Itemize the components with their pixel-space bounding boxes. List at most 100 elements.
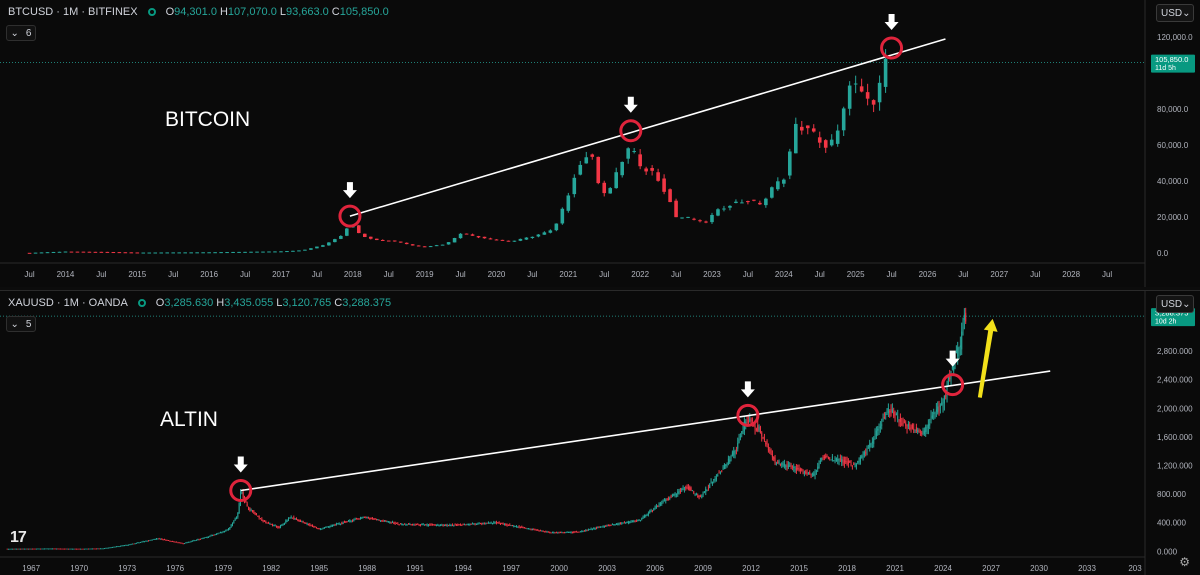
gold-candle (386, 521, 388, 523)
btc-candle (614, 172, 619, 189)
gold-candle (331, 525, 333, 527)
btc-x-tick-label: 2019 (416, 270, 434, 279)
gold-candle (519, 527, 521, 529)
btc-x-tick-label: 2017 (272, 270, 290, 279)
gold-candle (307, 524, 309, 526)
btc-chart-panel[interactable]: BTCUSD · 1M · BITFINEX O 94,301.0 H 107,07… (0, 0, 1200, 287)
gold-marker-circle (736, 403, 760, 427)
gold-candle (199, 538, 201, 540)
gold-candle (16, 548, 18, 550)
gold-candle (739, 436, 741, 438)
gold-candle (735, 449, 737, 451)
gold-chart-panel[interactable]: XAUUSD · 1M · OANDA O 3,285.630 H 3,435.05… (0, 290, 1200, 575)
gold-candle (326, 526, 328, 528)
gold-indicators-toggle[interactable]: ⌄ 5 (6, 316, 36, 332)
gold-candle (641, 518, 643, 520)
gold-candle (874, 433, 876, 438)
gold-candle (847, 460, 849, 465)
btc-candle (722, 208, 726, 210)
gold-candle (518, 526, 520, 528)
gold-candle (938, 406, 940, 412)
gold-candle (925, 426, 927, 432)
gold-x-tick-label: 2012 (742, 564, 760, 573)
gold-candle (414, 524, 416, 526)
btc-candle (63, 251, 68, 253)
btc-candle (482, 236, 487, 239)
gold-candle (158, 538, 160, 540)
gold-candle (459, 524, 461, 526)
btc-candle (105, 251, 110, 253)
gold-candle (530, 529, 532, 531)
gold-candle (494, 522, 496, 524)
gold-candle (845, 461, 847, 463)
gold-candle (69, 548, 71, 550)
gold-candle (221, 531, 223, 533)
gold-candle (803, 472, 805, 474)
btc-x-tick-label: Jul (743, 270, 753, 279)
tradingview-logo-icon[interactable]: 17 (10, 529, 27, 546)
btc-x-tick-label: Jul (886, 270, 896, 279)
btc-candle (327, 242, 331, 246)
btc-countdown: 11d 5h (1155, 65, 1176, 72)
gold-candle (305, 522, 307, 524)
gold-candle (271, 524, 273, 526)
gold-candle (825, 456, 827, 459)
btc-candle (392, 240, 397, 242)
btc-candle (27, 252, 32, 254)
gold-candle (470, 523, 472, 525)
gold-candle (259, 518, 261, 520)
gold-candle (398, 524, 400, 526)
gold-x-tick-label: 2030 (1030, 564, 1048, 573)
btc-x-tick-label: Jul (815, 270, 825, 279)
gold-candle (194, 540, 196, 542)
gold-candle (371, 518, 373, 520)
gold-candle (285, 520, 287, 523)
btc-candle (782, 179, 786, 184)
gold-candle (942, 405, 944, 408)
gold-candle (955, 350, 957, 354)
btc-indicators-toggle[interactable]: ⌄ 6 (6, 25, 36, 41)
gold-candle (98, 548, 100, 550)
gold-candle (238, 503, 240, 514)
gold-trendline (240, 370, 1051, 492)
gold-candle (915, 427, 917, 432)
gold-candle (403, 523, 405, 525)
gold-currency-select[interactable]: USD ⌄ (1156, 295, 1194, 313)
gear-icon[interactable]: ⚙ (1179, 555, 1190, 569)
gold-candle (531, 529, 533, 531)
btc-currency-select[interactable]: USD ⌄ (1156, 4, 1194, 22)
gold-candle (737, 443, 739, 449)
gold-candle (277, 526, 279, 528)
gold-candle (172, 540, 174, 542)
gold-symbol-header[interactable]: XAUUSD · 1M · OANDA (8, 297, 128, 309)
btc-candle (698, 220, 702, 222)
gold-candle (766, 440, 768, 445)
gold-candle (257, 515, 259, 517)
btc-chart-canvas[interactable]: 0.0 20,000.0 40,000.0 60,000.0 80,000.0 120,0… (0, 0, 1200, 287)
btc-candle (674, 200, 678, 218)
gold-candle (957, 347, 959, 357)
gold-candle (234, 518, 236, 521)
gold-candle (215, 534, 217, 536)
gold-x-tick-label: 1985 (310, 564, 328, 573)
gold-candle (475, 523, 477, 525)
gold-candle (61, 548, 63, 550)
gold-candle (108, 547, 110, 549)
gold-candle (841, 459, 843, 463)
gold-candle (246, 503, 248, 507)
gold-candle (495, 522, 497, 524)
gold-candle (46, 548, 48, 550)
btc-last-price-label: 105,850.0 (1155, 55, 1188, 64)
gold-candle (418, 524, 420, 526)
btc-symbol-header[interactable]: BTCUSD · 1M · BITFINEX (8, 6, 138, 18)
gold-candle (486, 522, 488, 524)
gold-candle (570, 531, 572, 533)
gold-chart-canvas[interactable]: 0.000 400.000 800.000 1,200.000 1,600.000 2,0… (0, 291, 1200, 575)
gold-candle (695, 493, 697, 495)
gold-candle (694, 493, 696, 495)
gold-candle (706, 489, 708, 491)
btc-x-tick-label: 2022 (631, 270, 649, 279)
gold-candle (377, 519, 379, 521)
gold-candle (733, 451, 735, 456)
gold-candle (819, 460, 821, 462)
